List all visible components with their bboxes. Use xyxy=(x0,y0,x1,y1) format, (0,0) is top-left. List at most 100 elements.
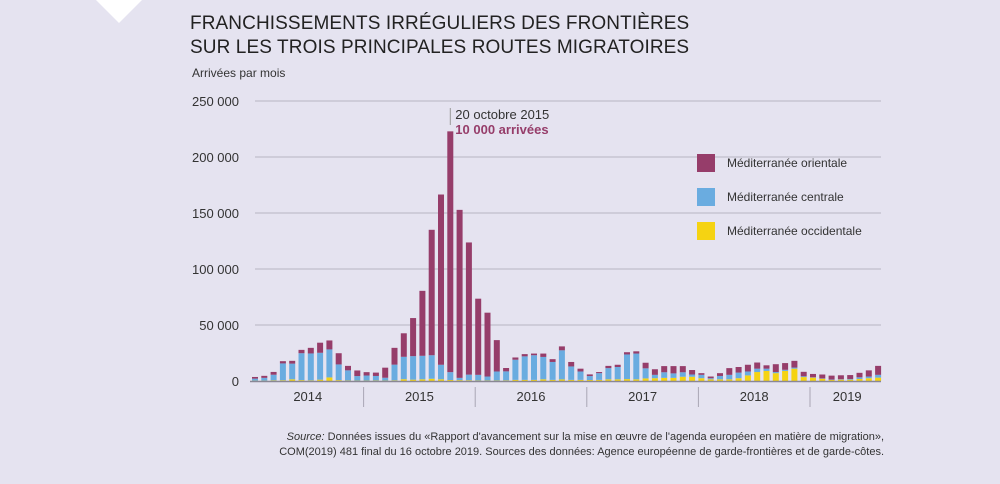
bar-segment xyxy=(493,340,500,372)
bar-segment xyxy=(856,378,863,381)
bar-segment xyxy=(549,361,556,380)
corner-tab-marker xyxy=(96,0,142,23)
bar-segment xyxy=(624,354,630,380)
bar-segment xyxy=(698,374,705,379)
bar-segment xyxy=(298,353,305,381)
bar-segment xyxy=(382,377,389,381)
bar-segment xyxy=(307,353,314,381)
bar-segment xyxy=(837,379,844,381)
bar-segment xyxy=(410,356,417,380)
bar-segment xyxy=(856,377,863,379)
bar-segment xyxy=(531,355,537,380)
bar-segment xyxy=(614,364,621,367)
bar-segment xyxy=(772,364,779,373)
bar-segment xyxy=(689,376,696,381)
bar-segment xyxy=(670,377,677,381)
bar-segment xyxy=(391,364,398,381)
bar-segment xyxy=(828,375,835,380)
bar-segment xyxy=(363,372,370,376)
bar-segment xyxy=(735,378,742,381)
bar-segment xyxy=(651,369,658,375)
bar-segment xyxy=(428,378,435,381)
bar-segment xyxy=(568,366,575,380)
bar-segment xyxy=(568,379,575,381)
bar-segment xyxy=(345,380,351,381)
y-tick-label: 50 000 xyxy=(199,318,239,333)
y-tick-label: 100 000 xyxy=(192,262,239,277)
year-label: 2017 xyxy=(628,389,657,404)
bar-segment xyxy=(763,368,770,371)
chart-title-line-1: FRANCHISSEMENTS IRRÉGULIERS DES FRONTIÈR… xyxy=(190,13,690,34)
bar-segment xyxy=(717,379,723,381)
legend-label-centrale: Méditerranée centrale xyxy=(727,190,844,204)
bar-segment xyxy=(465,380,472,381)
bar-segment xyxy=(735,367,742,373)
source-text-1: Données issues du «Rapport d'avancement … xyxy=(324,431,884,443)
bar-segment xyxy=(614,379,621,381)
bar-segment xyxy=(614,367,621,380)
bar-segment xyxy=(335,364,342,381)
bar-segment xyxy=(679,372,686,377)
bar-segment xyxy=(317,352,324,380)
bar-segment xyxy=(410,379,417,381)
bar-segment xyxy=(419,290,426,356)
bar-segment xyxy=(252,378,258,381)
bar-segment xyxy=(865,370,872,377)
bar-segment xyxy=(326,377,333,381)
bar-segment xyxy=(354,376,361,381)
bar-segment xyxy=(326,340,333,350)
chart-title: FRANCHISSEMENTS IRRÉGULIERS DES FRONTIÈR… xyxy=(190,12,689,60)
year-label: 2015 xyxy=(405,389,434,404)
bar-segment xyxy=(335,353,342,365)
bar-segment xyxy=(800,376,807,378)
bar-segment xyxy=(447,372,454,380)
bar-segment xyxy=(475,380,482,381)
bar-segment xyxy=(345,370,351,381)
bar-segment xyxy=(493,371,500,381)
bar-segment xyxy=(438,379,444,381)
legend-label-orientale: Méditerranée orientale xyxy=(727,156,848,170)
bar-segment xyxy=(726,368,733,375)
bar-segment xyxy=(596,372,603,374)
bar-segment xyxy=(875,365,882,375)
bar-segment xyxy=(679,376,686,381)
bar-segment xyxy=(279,361,286,364)
bar-segment xyxy=(800,377,807,381)
bar-segment xyxy=(717,373,723,376)
bar-segment xyxy=(847,375,854,379)
bar-segment xyxy=(810,373,816,378)
bar-segment xyxy=(298,349,305,354)
bar-segment xyxy=(326,349,333,378)
bar-segment xyxy=(475,298,482,375)
bar-segment xyxy=(391,380,398,381)
bar-segment xyxy=(744,375,751,381)
bar-segment xyxy=(503,371,510,381)
bar-segment xyxy=(540,379,547,381)
year-label: 2019 xyxy=(833,389,862,404)
bar-segment xyxy=(410,318,417,357)
bar-segment xyxy=(354,370,361,377)
bar-segment xyxy=(810,377,816,381)
y-tick-label: 250 000 xyxy=(192,94,239,109)
bar-segment xyxy=(782,363,789,370)
bar-segment xyxy=(363,375,370,381)
bar-segment xyxy=(800,371,807,377)
bar-segment xyxy=(549,359,556,362)
bar-segment xyxy=(772,372,779,374)
bar-segment xyxy=(689,370,696,375)
bar-segment xyxy=(503,380,510,381)
legend-swatch-occidentale xyxy=(697,222,715,240)
bar-segment xyxy=(252,376,258,379)
bar-segment xyxy=(345,365,351,371)
bar-segment xyxy=(456,380,463,381)
bar-segment xyxy=(419,355,426,380)
bar-segment xyxy=(754,368,761,373)
source-note: Source: Données issues du «Rapport d'ava… xyxy=(279,430,884,460)
bar-segment xyxy=(372,375,379,381)
year-label: 2018 xyxy=(740,389,769,404)
bar-segment xyxy=(335,380,342,381)
source-line-1: Source: Données issues du «Rapport d'ava… xyxy=(279,430,884,445)
legend-swatch-centrale xyxy=(697,188,715,206)
bar-segment xyxy=(633,351,640,354)
